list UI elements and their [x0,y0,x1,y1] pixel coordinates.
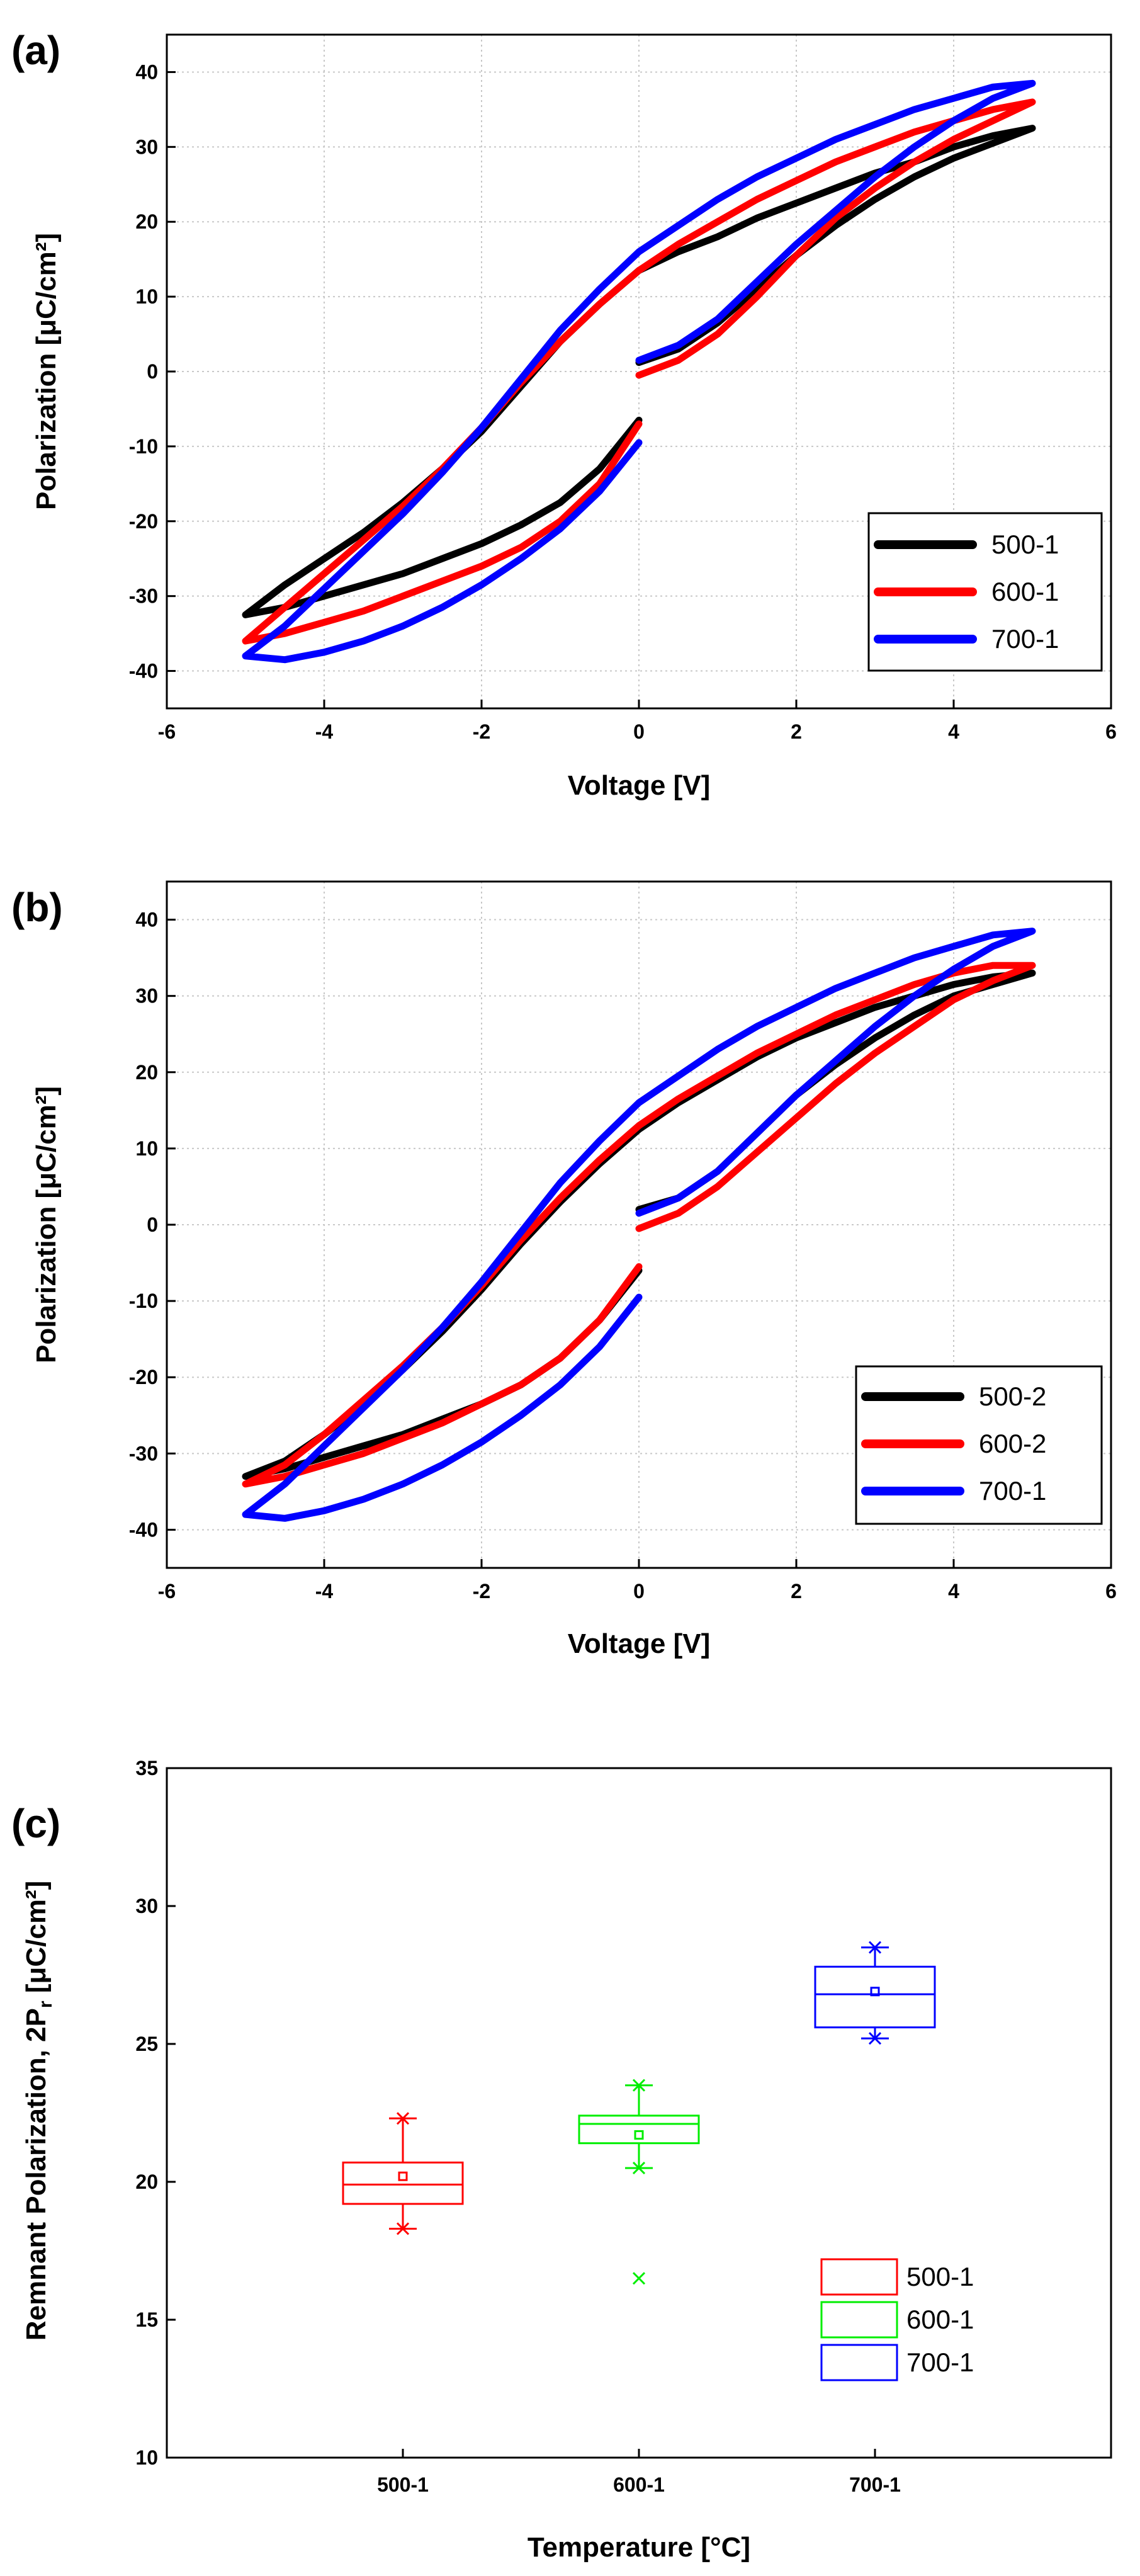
panel-a-x-tick-label: 6 [1105,720,1117,743]
box-700-1-min-marker [868,2032,882,2045]
panel-b-grid [166,882,1112,1568]
panel-c-x-tick-label: 700-1 [849,2473,901,2496]
panel-c-legend-label-600-1: 600-1 [906,2305,974,2334]
panel-a-y-tick-label: 10 [135,285,158,308]
panel-c-y-tick-label: 35 [135,1757,158,1779]
panel-c-legend: 500-1 600-1 700-1 [820,2258,974,2381]
panel-c-legend-swatch-500-1 [820,2258,898,2296]
panel-a-y-axis-title: Polarization [μC/cm²] [31,233,62,510]
panel-a-y-tick-label: 40 [135,60,158,83]
box-700-1-mean [870,1987,880,1997]
panel-a-x-tick-label: -6 [158,720,176,743]
box-600-1-mean [634,2130,644,2140]
box-600-1-iqr [578,2114,700,2145]
panel-c-y-tick-label: 20 [135,2170,158,2193]
panel-c-legend-label-500-1: 500-1 [906,2262,974,2291]
box-500-1-min-marker [396,2222,410,2235]
panel-a-x-tick-label: -2 [473,720,490,743]
box-500-1-max-marker [396,2112,410,2125]
panel-b-series-700-1-line [242,928,1036,1522]
panel-a-legend-label-500-1: 500-1 [991,530,1059,559]
panel-c-y-tick-label: 30 [135,1895,158,1917]
panel-c-x-tick-label: 500-1 [377,2473,429,2496]
box-700-1-max-marker [868,1941,882,1954]
panel-a-series-700-1-line [242,79,1036,664]
panel-c-x-axis-title: Temperature [°C] [528,2532,750,2563]
panel-b-y-tick-label: 30 [135,985,158,1007]
panel-b-y-tick-label: -40 [129,1518,158,1541]
panel-c-y-axis-title-main: Remnant Polarization, 2P [21,2008,52,2341]
box-500-1-iqr [342,2161,464,2205]
panel-b-y-tick-label: -10 [129,1290,158,1312]
panel-c-y-axis-title-subscript: r [35,2000,56,2008]
panel-a-y-tick-label: 30 [135,135,158,158]
panel-b-y-tick-label: 10 [135,1137,158,1160]
panel-c-boxes [342,1941,936,2285]
box-600-1-min-marker [632,2162,646,2175]
panel-b-y-tick-label: 20 [135,1061,158,1084]
panel-a-x-tick-label: 4 [948,720,959,743]
box-600-1-max-marker [632,2079,646,2092]
panel-a-y-tick-label: 0 [147,360,158,383]
panel-b-x-tick-label: 4 [948,1580,959,1603]
panel-b-y-axis-title: Polarization [μC/cm²] [31,1086,62,1363]
panel-c-y-axis-title-unit: [μC/cm²] [21,1881,52,2001]
box-600-1-outlier [632,2272,646,2285]
panel-b-legend-label-700-1: 700-1 [979,1476,1046,1506]
panel-c-legend-swatch-700-1 [820,2344,898,2381]
panel-a-series [242,79,1036,664]
panel-c-y-tick-label: 25 [135,2033,158,2055]
panel-a-x-tick-label: 2 [791,720,802,743]
panel-c-y-axis-title: Remnant Polarization, 2Pr [μC/cm²] [21,1881,56,2341]
panel-c-y-tick-label: 10 [135,2446,158,2469]
panel-a-legend-label-600-1: 600-1 [991,577,1059,606]
panel-c-label: (c) [11,1801,60,1846]
panel-a-x-tick-label: -4 [315,720,334,743]
panel-b-x-axis-title: Voltage [V] [568,1628,711,1659]
panel-a-x-tick-label: 0 [633,720,645,743]
panel-b-x-tick-label: -6 [158,1580,176,1603]
panel-b-x-tick-label: -2 [473,1580,490,1603]
panel-b-series [242,928,1036,1522]
panel-b-legend-label-600-2: 600-2 [979,1429,1046,1458]
panel-a-y-tick-label: 20 [135,210,158,233]
panel-b-y-tick-label: 0 [147,1213,158,1236]
panel-b-legend-label-500-2: 500-2 [979,1382,1046,1411]
panel-a-y-tick-label: -40 [129,660,158,683]
box-700-1-iqr [814,1965,936,2029]
panel-b-x-tick-label: 2 [791,1580,802,1603]
panel-a-x-axis-title: Voltage [V] [568,770,711,801]
box-500-1-mean [398,2171,408,2181]
panel-a-series-600-1-line [242,98,1036,645]
panel-c-y-tick-label: 15 [135,2308,158,2331]
panel-c: (c) 500-1 600-1 700-1 10 15 20 25 30 35 Temperat… [11,1757,1112,2563]
panel-a-label: (a) [11,28,60,73]
panel-b-x-tick-label: -4 [315,1580,334,1603]
panel-b-y-tick-label: -20 [129,1366,158,1388]
panel-b-series-600-2-line [242,962,1036,1488]
panel-c-legend-label-700-1: 700-1 [906,2347,974,2377]
panel-c-x-tick-label: 600-1 [613,2473,665,2496]
panel-a-legend: 500-1 600-1 700-1 [867,512,1103,672]
panel-b-y-tick-label: 40 [135,909,158,931]
panel-a-y-tick-label: -10 [129,435,158,458]
panel-a-legend-label-700-1: 700-1 [991,624,1059,654]
panel-c-ticks: 500-1 600-1 700-1 10 15 20 25 30 35 [135,1757,901,2496]
panel-b-legend: 500-2 600-2 700-1 [855,1365,1103,1525]
panel-b-x-tick-label: 0 [633,1580,645,1603]
panel-c-legend-swatch-600-1 [820,2301,898,2339]
panel-b-y-tick-label: -30 [129,1442,158,1465]
panel-a-y-tick-label: -20 [129,510,158,533]
panel-b-x-tick-label: 6 [1105,1580,1117,1603]
panel-a-y-tick-label: -30 [129,585,158,608]
panel-b-label: (b) [11,885,63,930]
